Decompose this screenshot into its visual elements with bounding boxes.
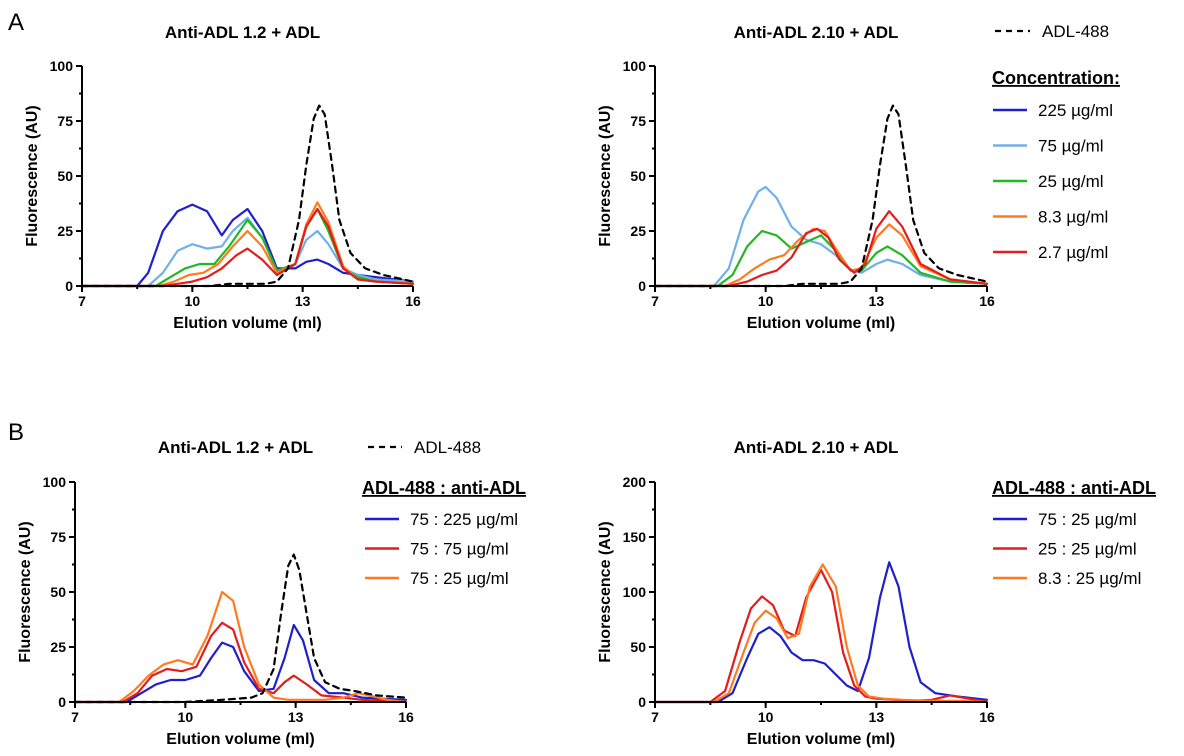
legend-b1-heading: ADL-488 : anti-ADL [362,478,526,498]
legend-b-adl488-label: ADL-488 [414,438,481,457]
series-line-75-g-ml [653,185,989,288]
legend-item-label: 75 : 225 µg/ml [410,510,518,529]
x-tick-label: 13 [288,709,304,725]
y-tick-label: 50 [57,168,73,184]
y-tick-label: 25 [50,639,66,655]
legend-item-label: 25 : 25 µg/ml [1038,540,1137,559]
x-tick-label: 7 [78,293,86,309]
legend-a-adl488-label: ADL-488 [1042,22,1109,41]
series-line-2-7-g-ml [80,207,415,288]
legend-item-label: 75 : 25 µg/ml [1038,510,1137,529]
y-tick-label: 200 [623,474,647,490]
legend-b1-items: 75 : 225 µg/ml 75 : 75 µg/ml 75 : 25 µg/ml [365,510,518,588]
chart-b-anti-adl-2-10: Anti-ADL 2.10 + ADL 0 50 100 150 200 7 10 13 16 El… [597,438,995,748]
x-axis-label: Elution volume (ml) [747,731,895,748]
x-tick-label: 10 [185,293,201,309]
legend-item-label: 225 µg/ml [1038,101,1113,120]
chart-title: Anti-ADL 2.10 + ADL [734,438,899,457]
y-tick-label: 100 [623,58,647,74]
legend-item-label: 75 : 75 µg/ml [410,540,509,559]
y-axis-label: Fluorescence (AU) [24,105,41,246]
series-line-25-g-ml [80,207,415,288]
x-tick-label: 16 [405,293,421,309]
y-tick-label: 50 [630,168,646,184]
x-tick-label: 7 [71,709,79,725]
series-line-adl-488 [653,104,989,288]
y-tick-label: 100 [43,474,67,490]
y-tick-label: 0 [65,278,73,294]
legend-a-heading: Concentration: [992,68,1120,88]
y-tick-label: 100 [50,58,74,74]
legend-item-label: 25 µg/ml [1038,172,1104,191]
legend-b2: ADL-488 : anti-ADL 75 : 25 µg/ml 25 : 25 … [992,478,1156,588]
y-tick-label: 50 [50,584,66,600]
y-axis-label: Fluorescence (AU) [17,521,34,662]
x-axis-label: Elution volume (ml) [747,315,895,332]
series-line-2-7-g-ml [653,210,989,288]
y-axis-label: Fluorescence (AU) [597,105,614,246]
legend-item-label: 2.7 µg/ml [1038,243,1108,262]
legend-item-label: 75 µg/ml [1038,137,1104,156]
series-line-75-75-g-ml [73,621,408,704]
legend-b2-heading: ADL-488 : anti-ADL [992,478,1156,498]
legend-a-items: 225 µg/ml 75 µg/ml 25 µg/ml 8.3 µg/ml 2.7 µg… [993,101,1113,262]
legend-item-label: 8.3 : 25 µg/ml [1038,569,1141,588]
legend-a: ADL-488 Concentration: 225 µg/ml 75 µg/ml… [992,22,1120,262]
chart-title: Anti-ADL 2.10 + ADL [734,23,899,42]
chart-title: Anti-ADL 1.2 + ADL [165,23,320,42]
x-tick-label: 16 [398,709,414,725]
legend-b1: ADL-488 ADL-488 : anti-ADL 75 : 225 µg/m… [362,438,526,588]
y-tick-label: 25 [57,223,73,239]
legend-item-label: 75 : 25 µg/ml [410,569,509,588]
x-tick-label: 7 [651,293,659,309]
series-line-25-25-g-ml [653,568,989,704]
y-tick-label: 0 [638,278,646,294]
x-tick-label: 10 [758,293,774,309]
series-line-75-25-g-ml [653,561,989,704]
series-line-25-g-ml [653,229,989,288]
series-line-8-3-g-ml [80,201,415,288]
chart-a-anti-adl-1-2: Anti-ADL 1.2 + ADL 0 25 50 75 100 7 10 13 16 Eluti… [24,23,421,332]
y-tick-label: 75 [630,113,646,129]
series-line-225-g-ml [80,203,415,288]
y-tick-label: 75 [50,529,66,545]
y-tick-label: 100 [623,584,647,600]
panel-letter-a: A [8,9,24,36]
panel-letter-b: B [8,419,24,446]
series-line-75-25-g-ml [73,590,408,704]
chart-b-anti-adl-1-2: Anti-ADL 1.2 + ADL 0 25 50 75 100 7 10 13 16 Eluti… [17,438,414,748]
y-tick-label: 150 [623,529,647,545]
x-tick-label: 13 [869,293,885,309]
legend-b2-items: 75 : 25 µg/ml 25 : 25 µg/ml 8.3 : 25 µg/ml [993,510,1141,588]
y-tick-label: 0 [58,694,66,710]
y-axis-label: Fluorescence (AU) [597,521,614,662]
y-tick-label: 75 [57,113,73,129]
series-line-adl-488 [80,104,415,288]
chart-title: Anti-ADL 1.2 + ADL [158,438,313,457]
y-tick-label: 50 [630,639,646,655]
x-tick-label: 7 [651,709,659,725]
x-tick-label: 10 [178,709,194,725]
chart-a-anti-adl-2-10: Anti-ADL 2.10 + ADL 0 25 50 75 100 7 10 13 16 Elut… [597,23,995,332]
y-tick-label: 25 [630,223,646,239]
x-tick-label: 16 [979,709,995,725]
series-line-adl-488 [73,553,408,704]
x-tick-label: 10 [758,709,774,725]
legend-item-label: 8.3 µg/ml [1038,208,1108,227]
x-tick-label: 13 [295,293,311,309]
x-tick-label: 13 [869,709,885,725]
series-line-75-225-g-ml [73,623,408,704]
x-axis-label: Elution volume (ml) [173,315,321,332]
series-line-75-g-ml [80,216,415,288]
y-tick-label: 0 [638,694,646,710]
x-tick-label: 16 [979,293,995,309]
x-axis-label: Elution volume (ml) [166,731,314,748]
series-line-8-3-25-g-ml [653,563,989,704]
